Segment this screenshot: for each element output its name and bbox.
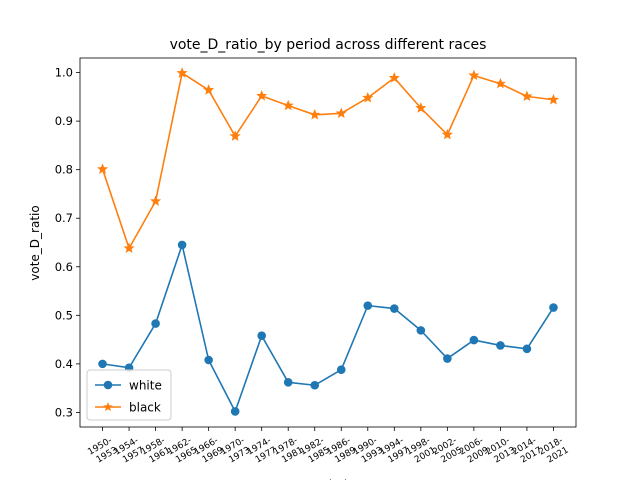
data-point-white [496, 341, 505, 350]
y-tick-label: 1.0 [55, 66, 73, 80]
data-point-white [230, 407, 240, 416]
data-point-black [388, 72, 400, 83]
data-point-white [363, 301, 373, 310]
legend-marker-black [103, 402, 113, 412]
series-line-black [101, 72, 554, 250]
data-point-white [549, 303, 558, 312]
data-point-black [176, 67, 188, 78]
data-point-white [469, 335, 479, 345]
y-tick-label: 0.3 [55, 405, 73, 419]
data-point-black [494, 77, 506, 89]
data-point-black [362, 92, 374, 103]
data-point-black [547, 93, 559, 105]
data-point-white [336, 365, 346, 375]
y-tick-label: 0.5 [55, 308, 73, 322]
data-point-black [256, 90, 268, 101]
data-point-white [204, 355, 213, 365]
chart-title: vote_D_ratio_by period across different … [170, 37, 487, 53]
data-point-black [123, 242, 135, 254]
data-point-black [309, 109, 321, 120]
legend-label-black: black [129, 401, 161, 415]
data-point-white [98, 359, 107, 369]
y-axis-label: vote_D_ratio [28, 205, 42, 280]
data-point-white [151, 319, 160, 328]
data-point-white [416, 326, 426, 335]
y-tick-label: 0.4 [55, 357, 73, 371]
legend-marker-white [103, 380, 113, 390]
data-point-white [522, 344, 532, 354]
data-point-black [335, 107, 347, 119]
data-point-black [521, 90, 533, 102]
series-line-white [102, 244, 555, 413]
data-point-white [443, 354, 452, 363]
y-tick-label: 0.9 [55, 114, 73, 128]
data-point-white [310, 380, 320, 390]
data-point-black [468, 69, 480, 81]
data-point-white [390, 304, 399, 313]
legend-label-white: white [129, 379, 162, 393]
data-point-white [177, 240, 187, 250]
data-point-black [415, 102, 427, 113]
data-point-white [257, 331, 266, 341]
y-tick-label: 0.6 [55, 260, 73, 274]
axes-frame [79, 57, 577, 428]
y-tick-label: 0.7 [55, 211, 73, 225]
data-point-black [282, 99, 294, 111]
y-tick-label: 0.8 [55, 163, 73, 177]
data-point-black [441, 128, 453, 140]
data-point-black [150, 195, 162, 206]
data-point-white [283, 378, 293, 387]
data-point-black [203, 84, 215, 95]
data-point-black [229, 130, 241, 141]
data-point-black [97, 163, 109, 174]
